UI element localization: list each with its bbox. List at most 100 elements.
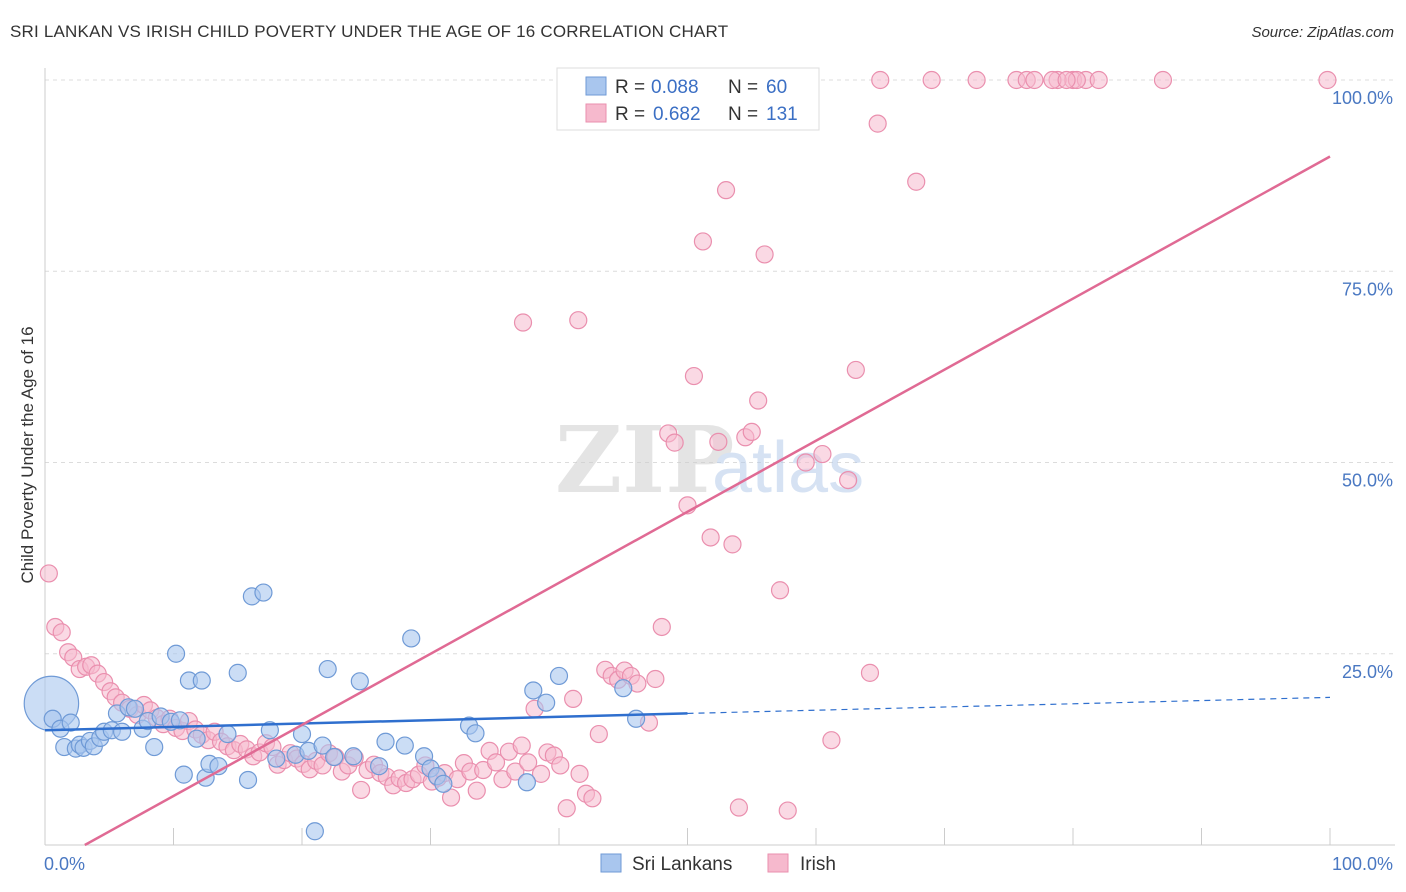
series-legend: Sri Lankans Irish [600, 853, 836, 875]
sri-lankan-point-61 [614, 679, 633, 698]
sri-lankan-point-49 [395, 736, 414, 755]
irish-point-117 [868, 114, 887, 133]
y-axis-label: Child Poverty Under the Age of 16 [18, 326, 37, 583]
sri-lankan-point-48 [376, 732, 395, 751]
chart-title: SRI LANKAN VS IRISH CHILD POVERTY UNDER … [10, 22, 729, 41]
sri-lankan-point-26 [187, 729, 206, 748]
irish-point-136 [846, 360, 865, 380]
sri-lankan-point-36 [260, 721, 279, 740]
irish-point-73 [506, 762, 525, 781]
irish-point-115 [839, 470, 858, 490]
sri-lankan-point-47 [370, 757, 389, 776]
sri-lankan-point-42 [313, 736, 332, 755]
legend-r-value-1: 0.088 [651, 77, 699, 98]
irish-trend-line [84, 155, 1331, 847]
sri-lankan-point-45 [344, 747, 363, 766]
tick-labels: 25.0% 50.0% 75.0% 100.0% 0.0% 100.0% [44, 88, 1393, 874]
sri-lankan-point-35 [254, 583, 273, 602]
sri-lankan-point-57 [517, 773, 536, 792]
sri-lankan-point-43 [318, 659, 337, 679]
irish-point-75 [519, 753, 538, 772]
irish-point-118 [871, 70, 890, 90]
irish-point-110 [770, 581, 790, 600]
sri-lankan-point-27 [192, 671, 211, 690]
y-tick-label-2: 75.0% [1342, 279, 1393, 299]
legend-n-label-1: N = [728, 77, 758, 98]
legend-bottom-swatch-sri-lankans [600, 853, 622, 873]
x-tick-label-0: 0.0% [44, 854, 85, 874]
irish-point-70 [486, 753, 506, 772]
legend-n-value-2: 131 [766, 104, 798, 125]
legend-r-value-2: 0.682 [653, 104, 701, 125]
sri-lankan-point-56 [466, 724, 485, 743]
irish-point-134 [513, 313, 533, 332]
x-tick-label-1: 100.0% [1332, 854, 1393, 874]
irish-point-112 [796, 453, 815, 472]
legend-n-label-2: N = [728, 104, 758, 125]
irish-point-121 [967, 70, 986, 90]
legend-n-value-1: 60 [766, 77, 787, 98]
irish-point-99 [684, 366, 704, 386]
irish-point-0 [39, 564, 58, 583]
irish-point-104 [723, 535, 742, 554]
sri-lankan-point-41 [305, 822, 324, 841]
irish-point-86 [589, 724, 608, 744]
sri-lankan-point-14 [112, 722, 132, 741]
irish-point-74 [512, 736, 531, 755]
irish-point-49 [352, 780, 371, 800]
correlation-legend: R = 0.088 N = 60 R = 0.682 N = 131 [556, 67, 820, 131]
irish-point-119 [907, 172, 926, 191]
irish-point-108 [749, 391, 768, 410]
sri-lankan-trend-line [44, 712, 688, 732]
irish-point-95 [652, 617, 671, 637]
trend-lines [44, 155, 1331, 847]
sri-lankan-point-44 [325, 747, 344, 767]
legend-r-label-1: R = [615, 77, 645, 98]
irish-point-109 [755, 245, 774, 264]
irish-point-132 [1153, 70, 1173, 90]
y-tick-label-1: 50.0% [1342, 471, 1393, 491]
legend-swatch-sri-lankans [585, 76, 607, 96]
irish-point-80 [551, 756, 570, 775]
sri-lankan-point-50 [402, 629, 421, 648]
irish-point-116 [860, 663, 880, 682]
irish-point-113 [813, 444, 832, 464]
sri-lankan-point-59 [537, 693, 556, 712]
irish-point-111 [778, 801, 797, 820]
irish-point-124 [1025, 70, 1044, 90]
sri-lankan-point-4 [61, 713, 80, 732]
sri-lankan-point-58 [524, 681, 543, 700]
irish-point-85 [583, 789, 602, 808]
sri-lankan-point-32 [228, 663, 247, 682]
sri-lankan-point-60 [549, 666, 569, 686]
legend-bottom-swatch-irish [767, 853, 789, 873]
irish-point-83 [570, 764, 589, 783]
watermark-atlas: atlas [712, 428, 864, 508]
watermark-zip: ZIP [555, 406, 734, 514]
y-tick-label-0: 25.0% [1342, 662, 1393, 682]
irish-point-2 [52, 623, 71, 642]
sri-lankan-point-54 [434, 774, 453, 793]
sri-lankan-trend-extension [687, 696, 1331, 715]
legend-r-label-2: R = [615, 104, 645, 125]
irish-point-107 [742, 422, 761, 441]
sri-lankan-point-33 [238, 770, 258, 790]
irish-point-63 [441, 788, 461, 807]
sri-lankan-point-37 [267, 749, 286, 768]
watermark: ZIP atlas [555, 406, 864, 514]
irish-point-102 [709, 432, 728, 451]
gridlines [45, 79, 1395, 655]
sri-lankan-point-62 [626, 709, 646, 728]
irish-point-67 [467, 781, 486, 800]
irish-point-101 [701, 528, 720, 547]
legend-swatch-irish [585, 103, 607, 123]
irish-point-131 [1089, 70, 1108, 90]
irish-point-120 [922, 70, 941, 90]
irish-point-105 [729, 798, 749, 817]
sri-lankan-point-22 [166, 644, 186, 663]
irish-point-133 [1318, 70, 1337, 90]
irish-point-135 [569, 311, 588, 330]
irish-point-94 [646, 669, 665, 689]
y-tick-label-3: 100.0% [1332, 88, 1393, 108]
